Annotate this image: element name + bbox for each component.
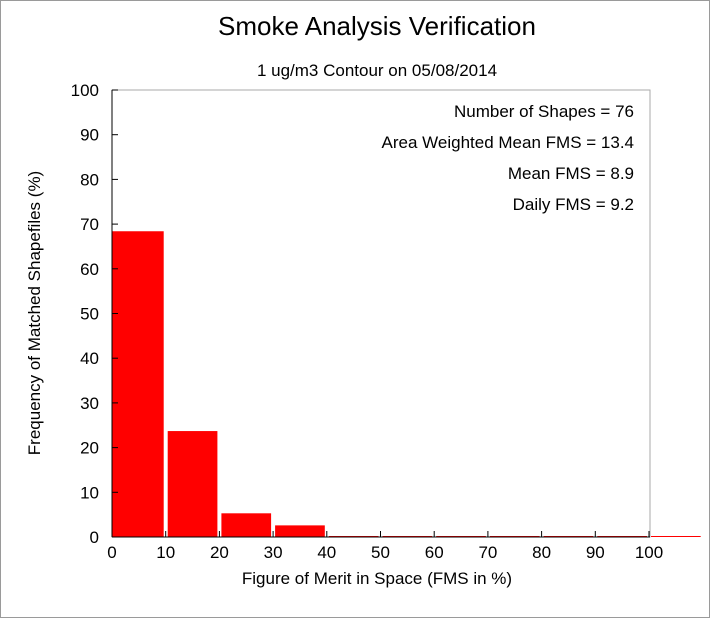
x-axis-label: Figure of Merit in Space (FMS in %) [242, 569, 512, 588]
y-tick-label: 20 [80, 439, 99, 458]
histogram-bar [651, 536, 701, 537]
y-tick-label: 60 [80, 260, 99, 279]
y-tick-label: 70 [80, 215, 99, 234]
histogram-bar [221, 513, 272, 537]
histogram-bar [167, 431, 218, 537]
stat-annotation: Mean FMS = 8.9 [508, 164, 634, 183]
y-tick-label: 90 [80, 126, 99, 145]
x-tick-label: 100 [635, 543, 663, 562]
chart-title: Smoke Analysis Verification [218, 11, 536, 41]
x-tick-label: 50 [371, 543, 390, 562]
x-tick-label: 40 [317, 543, 336, 562]
bars-group [112, 231, 701, 537]
y-axis-label: Frequency of Matched Shapefiles (%) [25, 171, 44, 455]
x-tick-label: 90 [586, 543, 605, 562]
y-tick-label: 30 [80, 394, 99, 413]
x-tick-label: 60 [425, 543, 444, 562]
x-tick-label: 0 [107, 543, 116, 562]
y-tick-label: 100 [71, 81, 99, 100]
stats-annotations: Number of Shapes = 76 Area Weighted Mean … [382, 102, 634, 214]
x-tick-label: 70 [478, 543, 497, 562]
y-tick-label: 40 [80, 349, 99, 368]
y-tick-label: 50 [80, 305, 99, 324]
y-tick-label: 10 [80, 483, 99, 502]
chart-subtitle: 1 ug/m3 Contour on 05/08/2014 [257, 61, 497, 80]
y-tick-label: 80 [80, 170, 99, 189]
x-tick-label: 30 [264, 543, 283, 562]
stat-annotation: Number of Shapes = 76 [454, 102, 634, 121]
y-tick-label: 0 [90, 528, 99, 547]
x-tick-label: 10 [156, 543, 175, 562]
x-ticks-group: 0 10 20 30 40 50 60 70 80 90 100 [107, 531, 663, 562]
x-tick-label: 80 [532, 543, 551, 562]
x-tick-label: 20 [210, 543, 229, 562]
histogram-bar [112, 231, 164, 537]
stat-annotation: Daily FMS = 9.2 [513, 195, 634, 214]
y-ticks-group: 0 10 20 30 40 50 60 70 80 90 100 [71, 81, 118, 547]
histogram-bar [275, 525, 325, 537]
stat-annotation: Area Weighted Mean FMS = 13.4 [382, 133, 634, 152]
